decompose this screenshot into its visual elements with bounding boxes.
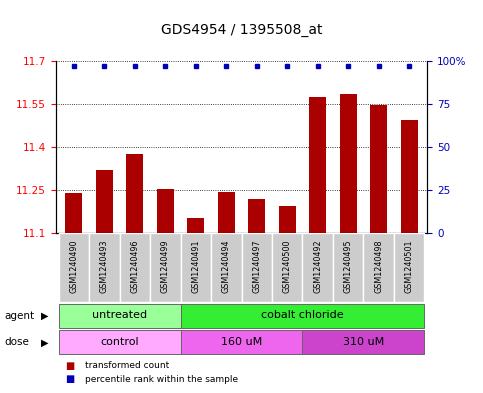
Bar — [211, 233, 242, 302]
Bar — [333, 233, 363, 302]
Bar — [340, 94, 356, 233]
Bar — [248, 199, 265, 233]
Bar — [272, 233, 302, 302]
Bar — [58, 303, 181, 328]
Text: ▶: ▶ — [41, 337, 49, 347]
Bar — [279, 206, 296, 233]
Bar — [120, 233, 150, 302]
Bar — [127, 154, 143, 233]
Bar — [370, 105, 387, 233]
Text: GSM1240495: GSM1240495 — [344, 240, 353, 293]
Text: GSM1240496: GSM1240496 — [130, 240, 139, 293]
Text: ■: ■ — [65, 361, 74, 371]
Bar — [157, 189, 174, 233]
Bar — [394, 233, 425, 302]
Bar — [181, 303, 425, 328]
Text: GSM1240492: GSM1240492 — [313, 240, 322, 293]
Bar — [58, 330, 181, 354]
Bar — [242, 233, 272, 302]
Bar — [302, 330, 425, 354]
Bar — [302, 233, 333, 302]
Text: agent: agent — [5, 310, 35, 321]
Text: dose: dose — [5, 337, 30, 347]
Text: GSM1240490: GSM1240490 — [70, 240, 78, 293]
Text: untreated: untreated — [92, 310, 147, 320]
Bar — [181, 233, 211, 302]
Text: cobalt chloride: cobalt chloride — [261, 310, 344, 320]
Text: control: control — [100, 337, 139, 347]
Bar — [187, 218, 204, 233]
Text: transformed count: transformed count — [85, 361, 169, 370]
Text: 160 uM: 160 uM — [221, 337, 262, 347]
Text: GSM1240494: GSM1240494 — [222, 240, 231, 293]
Bar — [58, 233, 89, 302]
Text: GSM1240498: GSM1240498 — [374, 240, 383, 293]
Text: ▶: ▶ — [41, 310, 49, 321]
Text: GDS4954 / 1395508_at: GDS4954 / 1395508_at — [161, 23, 322, 37]
Bar — [66, 193, 82, 233]
Bar — [401, 119, 417, 233]
Text: ■: ■ — [65, 374, 74, 384]
Bar — [89, 233, 120, 302]
Text: GSM1240491: GSM1240491 — [191, 240, 200, 293]
Text: percentile rank within the sample: percentile rank within the sample — [85, 375, 238, 384]
Text: GSM1240499: GSM1240499 — [161, 240, 170, 293]
Bar — [363, 233, 394, 302]
Bar — [218, 192, 235, 233]
Text: GSM1240493: GSM1240493 — [100, 240, 109, 293]
Bar — [309, 97, 326, 233]
Text: 310 uM: 310 uM — [343, 337, 384, 347]
Text: GSM1240497: GSM1240497 — [252, 240, 261, 293]
Bar — [181, 330, 302, 354]
Text: GSM1240501: GSM1240501 — [405, 240, 413, 293]
Text: GSM1240500: GSM1240500 — [283, 240, 292, 293]
Bar — [96, 170, 113, 233]
Bar — [150, 233, 181, 302]
